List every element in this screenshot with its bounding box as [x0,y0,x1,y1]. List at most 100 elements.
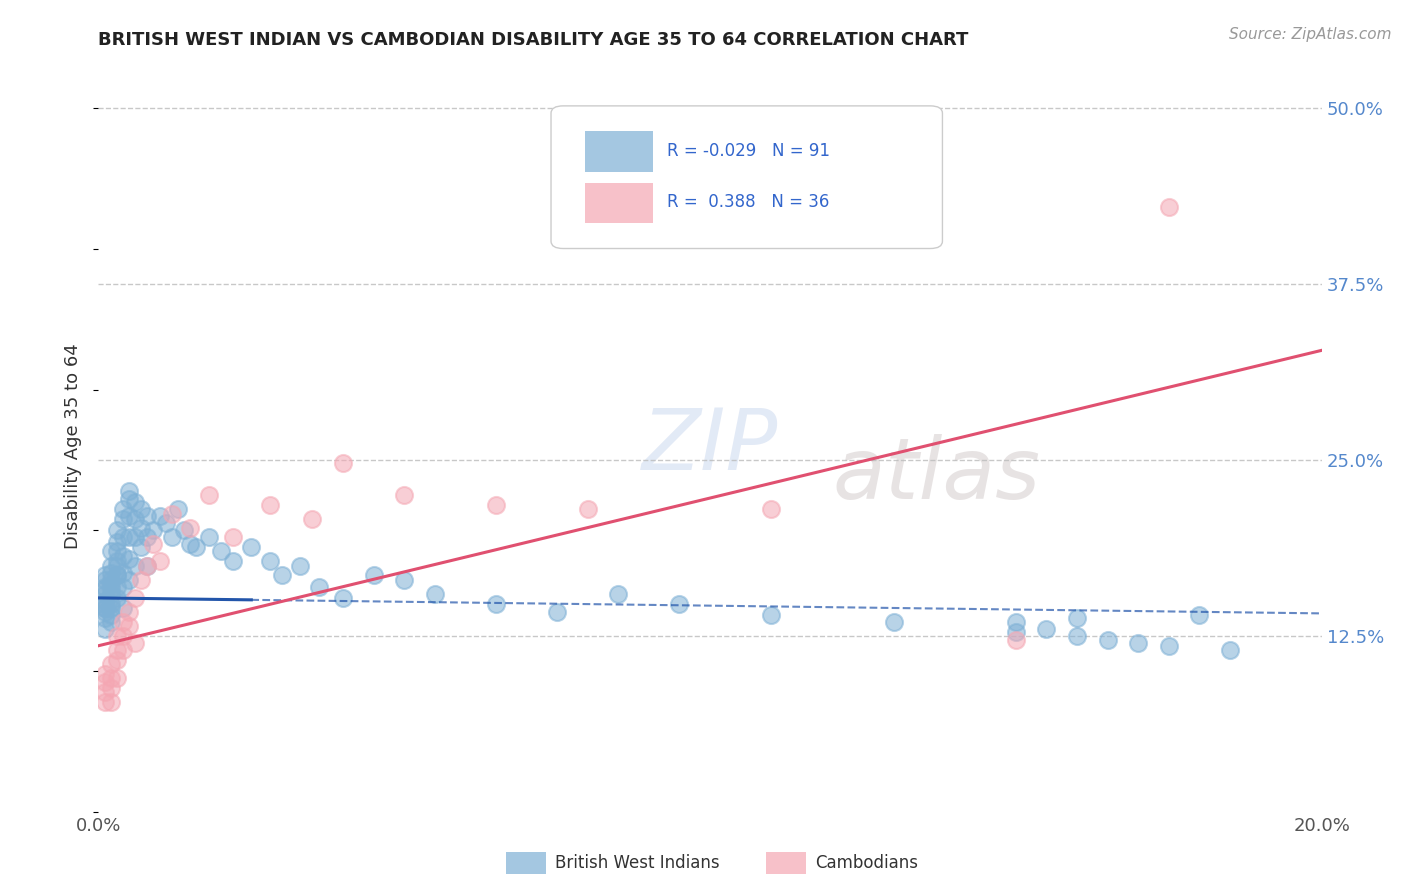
Point [546,605,568,619]
Text: Cambodians: Cambodians [815,854,918,872]
Point [93,600,115,615]
Text: BRITISH WEST INDIAN VS CAMBODIAN DISABILITY AGE 35 TO 64 CORRELATION CHART: BRITISH WEST INDIAN VS CAMBODIAN DISABIL… [98,31,969,49]
Point [124,636,146,650]
Text: British West Indians: British West Indians [555,854,720,872]
Point [136,558,159,573]
Point [111,600,134,615]
Point [124,512,146,526]
Point [392,488,416,502]
Y-axis label: Disability Age 35 to 64: Disability Age 35 to 64 [65,343,83,549]
Text: atlas: atlas [832,434,1040,516]
Point [124,495,146,509]
Point [1004,624,1026,639]
Point [118,605,141,619]
Point [93,685,115,699]
Point [136,558,159,573]
Point [136,509,159,524]
Point [100,671,122,685]
Text: ZIP: ZIP [643,404,778,488]
Point [186,541,208,555]
Point [118,573,141,587]
FancyBboxPatch shape [551,106,942,249]
Point [105,544,128,558]
Point [308,580,330,594]
Point [93,597,115,611]
Point [93,675,115,690]
Point [485,597,508,611]
Point [179,537,201,551]
Point [100,587,122,601]
Point [100,566,122,580]
Point [105,591,128,605]
FancyBboxPatch shape [585,131,652,171]
Text: Source: ZipAtlas.com: Source: ZipAtlas.com [1229,27,1392,42]
Point [167,502,190,516]
Point [392,573,416,587]
Point [111,643,134,657]
Point [160,507,183,521]
Point [1157,639,1180,653]
Point [105,671,128,685]
Point [1004,633,1026,648]
Point [100,607,122,622]
Point [149,554,172,568]
Point [93,593,115,607]
Point [124,558,146,573]
Point [129,502,152,516]
Point [129,520,152,534]
Point [1066,610,1088,624]
Point [100,681,122,695]
Point [93,605,115,619]
Point [759,502,782,516]
Point [576,502,599,516]
Point [105,524,128,538]
Point [93,666,115,681]
Point [173,524,195,538]
Point [93,622,115,636]
Point [607,587,630,601]
Point [100,600,122,615]
Point [93,573,115,587]
Point [290,558,312,573]
Point [100,577,122,591]
Point [100,573,122,587]
Point [160,530,183,544]
Point [222,530,245,544]
Point [105,534,128,549]
Point [179,520,201,534]
Point [111,615,134,629]
Point [259,498,281,512]
Point [1219,643,1241,657]
Point [100,544,122,558]
Point [105,554,128,568]
Point [100,582,122,597]
Point [332,591,354,605]
Point [668,597,690,611]
Point [883,615,905,629]
Point [259,554,281,568]
Point [1097,633,1119,648]
Point [118,530,141,544]
Point [124,530,146,544]
Point [270,568,292,582]
Point [100,597,122,611]
Point [118,551,141,566]
Point [1035,622,1057,636]
Point [100,657,122,671]
Point [118,492,141,507]
Point [1157,200,1180,214]
Point [93,695,115,709]
Point [197,488,219,502]
Point [118,509,141,524]
Point [209,544,232,558]
Point [124,591,146,605]
Point [111,512,134,526]
Point [129,541,152,555]
Point [118,483,141,498]
Point [105,568,128,582]
Point [105,568,128,582]
Point [105,580,128,594]
Point [93,580,115,594]
Point [240,541,263,555]
Point [1066,629,1088,643]
